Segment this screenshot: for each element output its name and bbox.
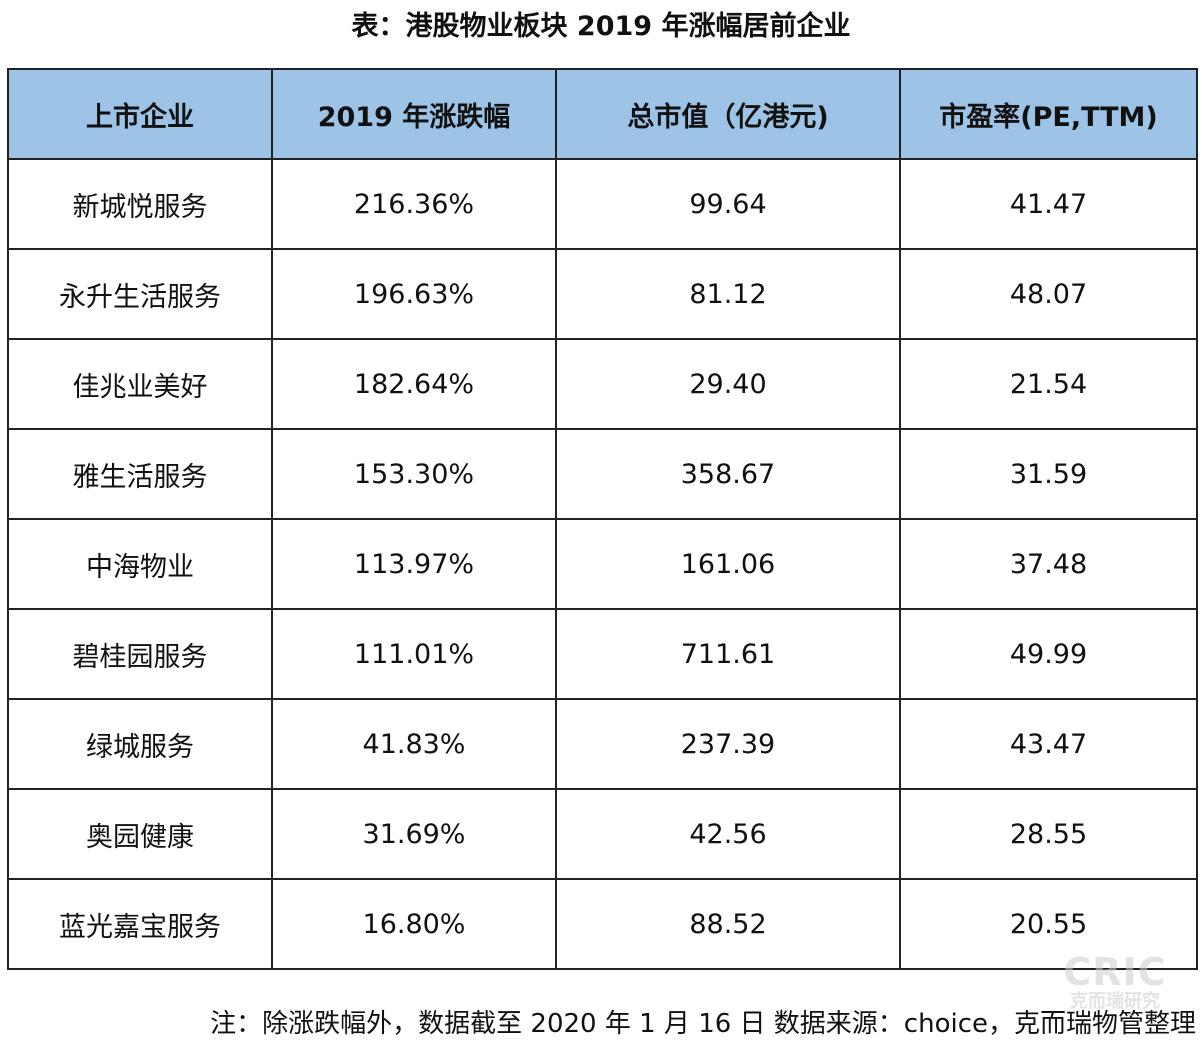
table-row: 中海物业 113.97% 161.06 37.48 [7,518,1198,610]
cell-company: 新城悦服务 [7,158,273,250]
cell-company: 碧桂园服务 [7,608,273,700]
table-title: 表：港股物业板块 2019 年涨幅居前企业 [351,11,851,42]
table-row: 奥园健康 31.69% 42.56 28.55 [7,788,1198,880]
cell-market-cap: 88.52 [555,878,901,970]
cell-change: 111.01% [271,608,557,700]
data-table: 上市企业 2019 年涨跌幅 总市值（亿港元) 市盈率(PE,TTM) 新城悦服… [7,68,1198,970]
cell-change: 196.63% [271,248,557,340]
cell-pe: 21.54 [899,338,1198,430]
cell-company: 佳兆业美好 [7,338,273,430]
cell-pe: 37.48 [899,518,1198,610]
cell-change: 31.69% [271,788,557,880]
cell-market-cap: 42.56 [555,788,901,880]
cell-change: 16.80% [271,878,557,970]
header-market-cap: 总市值（亿港元) [555,68,901,160]
cell-company: 奥园健康 [7,788,273,880]
cell-change: 216.36% [271,158,557,250]
cell-market-cap: 161.06 [555,518,901,610]
cell-company: 永升生活服务 [7,248,273,340]
cell-change: 113.97% [271,518,557,610]
table-row: 佳兆业美好 182.64% 29.40 21.54 [7,338,1198,430]
table-row: 碧桂园服务 111.01% 711.61 49.99 [7,608,1198,700]
cell-pe: 43.47 [899,698,1198,790]
cell-market-cap: 711.61 [555,608,901,700]
cell-company: 绿城服务 [7,698,273,790]
header-pe-ratio: 市盈率(PE,TTM) [899,68,1198,160]
cell-market-cap: 237.39 [555,698,901,790]
header-row: 上市企业 2019 年涨跌幅 总市值（亿港元) 市盈率(PE,TTM) [7,68,1198,160]
cell-market-cap: 358.67 [555,428,901,520]
cell-change: 41.83% [271,698,557,790]
table-row: 永升生活服务 196.63% 81.12 48.07 [7,248,1198,340]
cell-market-cap: 29.40 [555,338,901,430]
cell-change: 153.30% [271,428,557,520]
cell-change: 182.64% [271,338,557,430]
cell-pe: 49.99 [899,608,1198,700]
cell-market-cap: 81.12 [555,248,901,340]
cell-pe: 28.55 [899,788,1198,880]
cell-company: 中海物业 [7,518,273,610]
table-row: 蓝光嘉宝服务 16.80% 88.52 20.55 [7,878,1198,970]
cell-pe: 48.07 [899,248,1198,340]
header-change-2019: 2019 年涨跌幅 [271,68,557,160]
cell-pe: 41.47 [899,158,1198,250]
header-company: 上市企业 [7,68,273,160]
cell-market-cap: 99.64 [555,158,901,250]
cell-pe: 31.59 [899,428,1198,520]
table-row: 绿城服务 41.83% 237.39 43.47 [7,698,1198,790]
cell-company: 蓝光嘉宝服务 [7,878,273,970]
table-row: 新城悦服务 216.36% 99.64 41.47 [7,158,1198,250]
cell-company: 雅生活服务 [7,428,273,520]
cell-pe: 20.55 [899,878,1198,970]
table-row: 雅生活服务 153.30% 358.67 31.59 [7,428,1198,520]
footnote-source: 注：除涨跌幅外，数据截至 2020 年 1 月 16 日 数据来源：choice… [210,1009,1196,1039]
